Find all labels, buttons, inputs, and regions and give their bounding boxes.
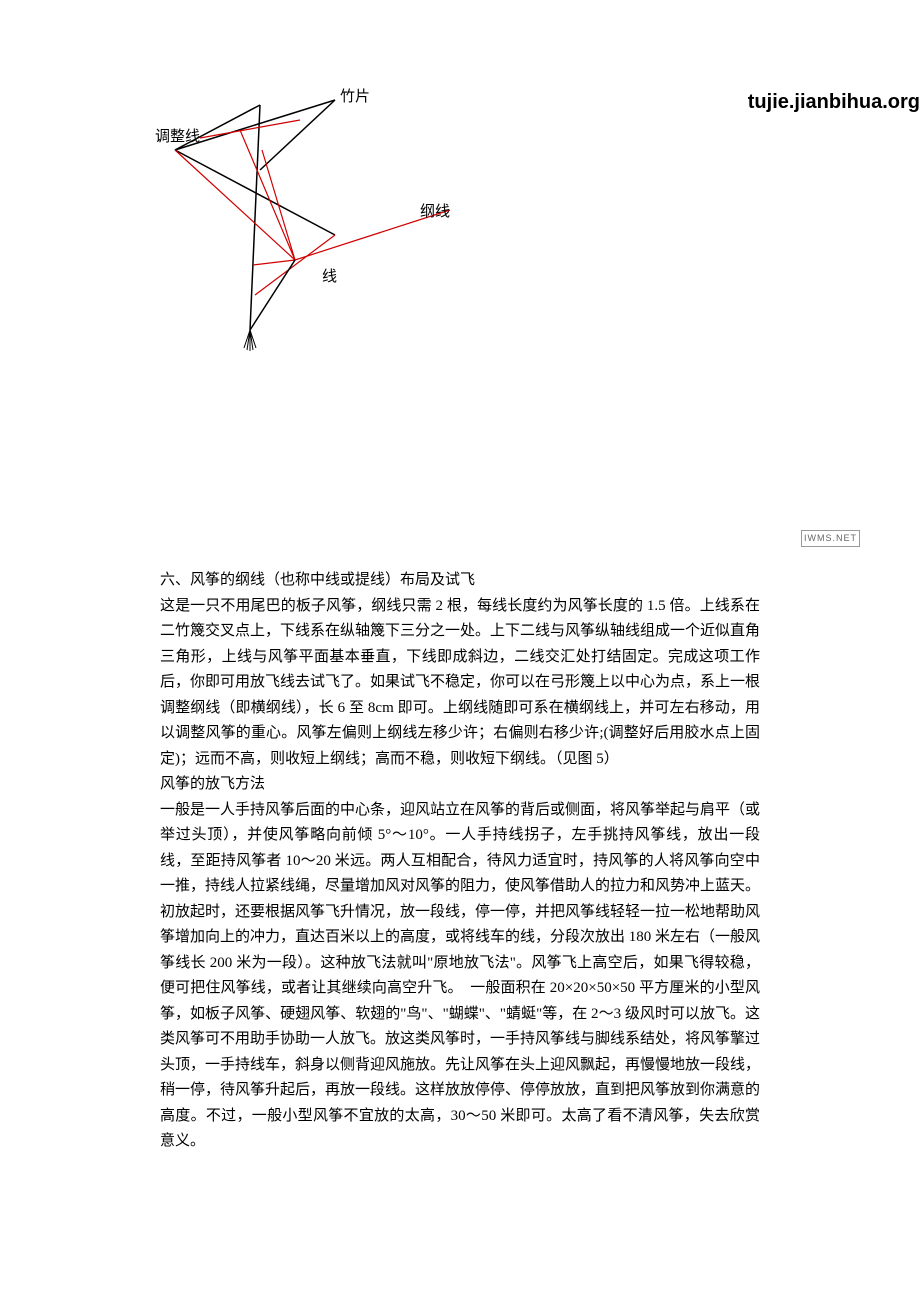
watermark-text: IWMS.NET xyxy=(801,530,860,547)
label-xian: 线 xyxy=(322,265,337,291)
paragraph-1: 这是一只不用尾巴的板子风筝，纲线只需 2 根，每线长度约为风筝长度的 1.5 倍… xyxy=(160,594,760,773)
paragraph-2: 一般是一人手持风筝后面的中心条，迎风站立在风筝的背后或侧面，将风筝举起与肩平（或… xyxy=(160,798,760,1155)
section-title: 六、风筝的纲线（也称中线或提线）布局及试飞 xyxy=(160,568,760,594)
website-url: tujie.jianbihua.org xyxy=(748,85,920,119)
flying-method-title: 风筝的放飞方法 xyxy=(160,772,760,798)
label-tiaozheng: 调整线 xyxy=(155,125,200,151)
watermark-row: IWMS.NET xyxy=(160,540,760,560)
label-gangxian: 纲线 xyxy=(420,200,450,226)
label-zhupian: 竹片 xyxy=(340,85,370,111)
kite-diagram: tujie.jianbihua.org xyxy=(160,80,760,360)
